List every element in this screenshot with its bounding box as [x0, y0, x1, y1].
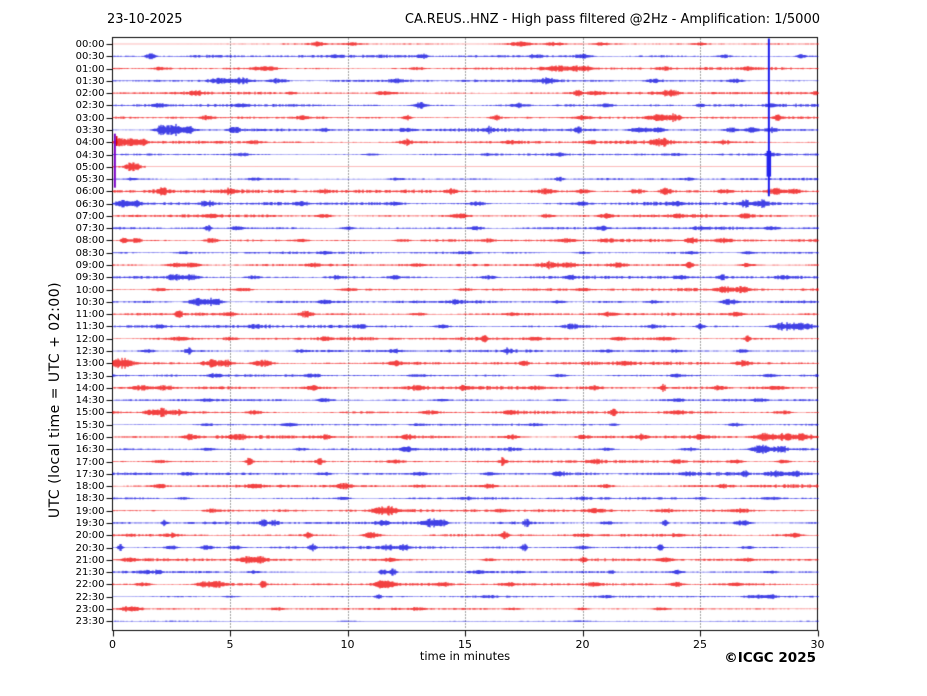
x-tick-label: 20: [575, 637, 590, 651]
x-tick-label: 15: [458, 637, 472, 651]
y-tick-label: 21:00: [75, 554, 105, 566]
y-tick-label: 06:30: [75, 198, 105, 210]
y-tick-label: 12:00: [75, 333, 105, 345]
y-tick-label: 23:00: [75, 603, 105, 615]
y-tick-label: 02:00: [75, 87, 105, 99]
y-tick-label: 12:30: [75, 345, 105, 357]
y-tick-label: 03:30: [75, 124, 105, 136]
y-tick-label: 18:30: [75, 492, 105, 504]
y-tick-label: 17:00: [75, 456, 105, 468]
y-tick-label: 19:00: [75, 505, 105, 517]
y-tick-label: 07:30: [75, 222, 105, 234]
y-tick-label: 04:00: [75, 136, 105, 148]
y-tick-label: 15:00: [75, 406, 105, 418]
x-tick-label: 5: [226, 637, 234, 651]
y-tick-label: 05:30: [75, 173, 105, 185]
y-tick-label: 19:30: [75, 517, 105, 529]
y-tick-label: 16:30: [75, 443, 105, 455]
y-tick-label: 04:30: [75, 149, 105, 161]
y-tick-label: 00:00: [75, 38, 105, 50]
date-title: 23-10-2025: [107, 12, 183, 27]
x-tick-label: 10: [340, 637, 355, 651]
y-tick-label: 21:30: [75, 566, 105, 578]
y-tick-label: 10:30: [75, 296, 105, 308]
y-tick-label: 09:00: [75, 259, 105, 271]
y-tick-label: 01:30: [75, 75, 105, 87]
x-tick-label: 30: [810, 637, 825, 651]
y-tick-label: 18:00: [75, 480, 105, 492]
y-tick-label: 11:00: [75, 308, 105, 320]
y-tick-label: 03:00: [75, 112, 105, 124]
y-tick-label: 08:30: [75, 247, 105, 259]
x-tick-label: 25: [693, 637, 707, 651]
x-tick-label: 0: [109, 637, 116, 651]
y-tick-label: 11:30: [75, 320, 105, 332]
y-tick-label: 14:00: [75, 382, 105, 394]
y-tick-label: 23:30: [75, 615, 105, 627]
y-tick-label: 17:30: [75, 468, 105, 480]
y-tick-label: 13:30: [75, 370, 105, 382]
y-tick-label: 22:30: [75, 591, 105, 603]
y-tick-label: 05:00: [75, 161, 105, 173]
y-tick-label: 22:00: [75, 578, 105, 590]
y-tick-label: 09:30: [75, 271, 105, 283]
y-tick-label: 08:00: [75, 234, 105, 246]
y-tick-label: 14:30: [75, 394, 105, 406]
y-tick-label: 15:30: [75, 419, 105, 431]
y-tick-label: 16:00: [75, 431, 105, 443]
y-tick-label: 20:30: [75, 542, 105, 554]
x-axis-label: time in minutes: [419, 649, 511, 663]
y-tick-label: 02:30: [75, 99, 105, 111]
y-tick-label: 20:00: [75, 529, 105, 541]
copyright: ©ICGC 2025: [724, 650, 816, 666]
y-tick-label: 06:00: [75, 185, 105, 197]
y-tick-label: 10:00: [75, 284, 105, 296]
y-tick-label: 13:00: [75, 357, 105, 369]
y-tick-label: 01:00: [75, 63, 105, 75]
y-tick-label: 00:30: [75, 50, 105, 62]
station-title: CA.REUS..HNZ - High pass filtered @2Hz -…: [404, 12, 820, 27]
y-tick-label: 07:00: [75, 210, 105, 222]
